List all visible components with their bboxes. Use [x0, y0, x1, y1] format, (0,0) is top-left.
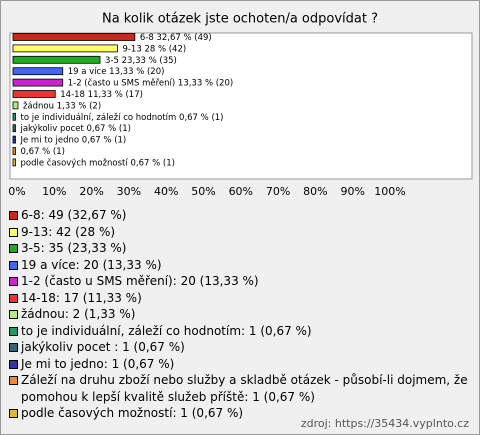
legend-label: 1-2 (často u SMS měření): 20 (13,33 %) — [21, 274, 259, 288]
bar — [12, 112, 16, 121]
x-tick-label: 30% — [117, 185, 141, 198]
legend-swatch — [9, 277, 18, 286]
value-label: 0,67 % (1) — [82, 135, 126, 145]
bar-label: 14-18 11,33 % (17) — [60, 90, 143, 100]
legend-swatch — [9, 343, 18, 352]
legend-item: Záleží na druhu zboží nebo služby a skla… — [9, 372, 469, 405]
bar-label: 6-8 32,67 % (49) — [140, 33, 212, 43]
chart-title: Na kolik otázek jste ochoten/a odpovídat… — [102, 12, 378, 27]
value-label: 0,67 % (1) — [130, 158, 174, 168]
bar-label: jakýkoliv pocet 0,67 % (1) — [19, 124, 130, 134]
bar-label: 3-5 23,33 % (35) — [105, 55, 177, 65]
category-label: 9-13 — [122, 44, 141, 54]
x-tick-label: 60% — [229, 185, 253, 198]
x-tick-label: 80% — [303, 185, 327, 198]
source: zdroj: https://35434.vyplnto.cz — [300, 417, 469, 430]
category-label: Je mi to jedno — [19, 135, 79, 145]
legend-item: to je individuální, záleží co hodnotím: … — [9, 323, 469, 340]
legend-item: 19 a více: 20 (13,33 %) — [9, 257, 469, 274]
x-tick-label: 20% — [79, 185, 103, 198]
value-label: 0,67 % (1) — [20, 147, 64, 157]
legend-item: podle časových možností: 1 (0,67 %) — [9, 405, 469, 422]
value-label: 13,33 % (20) — [109, 67, 164, 77]
value-label: 23,33 % (35) — [122, 55, 177, 65]
bar — [12, 90, 56, 98]
legend-item: 6-8: 49 (32,67 %) — [9, 207, 469, 224]
legend-label: 3-5: 35 (23,33 %) — [21, 241, 127, 255]
bar-label: žádnou 1,33 % (2) — [23, 101, 101, 111]
value-label: 1,33 % (2) — [57, 101, 101, 111]
bar-label: to je individuální, záleží co hodnotím 0… — [20, 112, 223, 122]
legend-item: jakýkoliv pocet : 1 (0,67 %) — [9, 339, 469, 356]
legend-label: to je individuální, záleží co hodnotím: … — [21, 323, 312, 338]
x-tick-label: 0% — [8, 185, 25, 198]
legend-label: 6-8: 49 (32,67 %) — [21, 208, 127, 222]
bar-label: 0,67 % (1) — [20, 147, 64, 157]
legend-swatch — [9, 326, 18, 336]
value-label: 0,67 % (1) — [87, 124, 131, 134]
bar — [12, 135, 16, 144]
legend-label: jakýkoliv pocet : 1 (0,67 %) — [21, 340, 185, 354]
bar-label: 1-2 (často u SMS měření) 13,33 % (20) — [68, 77, 233, 88]
legend-label: 14-18: 17 (11,33 %) — [21, 290, 142, 305]
bar — [12, 147, 16, 155]
x-tick-label: 40% — [154, 185, 178, 198]
bar — [12, 33, 136, 41]
legend-item: 1-2 (často u SMS měření): 20 (13,33 %) — [9, 273, 469, 290]
bar-label: 9-13 28 % (42) — [122, 44, 186, 54]
legend-swatch — [9, 227, 18, 237]
category-label: podle časových možností — [20, 157, 128, 168]
legend-label: žádnou: 2 (1,33 %) — [21, 307, 136, 321]
legend-swatch — [9, 244, 18, 253]
bar — [12, 55, 101, 64]
category-label: 1-2 (často u SMS měření) — [68, 77, 175, 88]
bar — [12, 101, 19, 110]
value-label: 28 % (42) — [144, 44, 186, 54]
legend-item: 14-18: 17 (11,33 %) — [9, 290, 469, 307]
bar — [12, 158, 16, 167]
bar-label: Je mi to jedno 0,67 % (1) — [19, 135, 126, 145]
legend-item: 9-13: 42 (28 %) — [9, 224, 469, 241]
legend-swatch — [9, 359, 18, 369]
legend-swatch — [9, 211, 18, 220]
category-label: to je individuální, záleží co hodnotím — [20, 112, 176, 122]
category-label: jakýkoliv pocet — [19, 124, 84, 134]
value-label: 11,33 % (17) — [88, 90, 143, 100]
bar — [12, 124, 16, 133]
legend-label: Záleží na druhu zboží nebo služby a skla… — [21, 373, 468, 404]
legend-swatch — [9, 260, 18, 270]
legend-label: Je mi to jedno: 1 (0,67 %) — [21, 356, 175, 371]
bar — [12, 44, 118, 53]
x-tick-label: 90% — [340, 185, 364, 198]
value-label: 32,67 % (49) — [156, 33, 211, 43]
legend-item: žádnou: 2 (1,33 %) — [9, 306, 469, 323]
bar-label: 19 a více 13,33 % (20) — [68, 67, 165, 77]
chart: Na kolik otázek jste ochoten/a odpovídat… — [8, 12, 473, 198]
category-label: 6-8 — [140, 33, 154, 43]
category-label: 3-5 — [105, 55, 119, 65]
bar — [12, 78, 64, 87]
legend-swatch — [9, 409, 18, 418]
value-label: 0,67 % (1) — [179, 112, 223, 122]
legend-item: Je mi to jedno: 1 (0,67 %) — [9, 356, 469, 373]
legend-item: 3-5: 35 (23,33 %) — [9, 240, 469, 257]
category-label: žádnou — [23, 101, 54, 111]
x-tick-label: 70% — [266, 185, 290, 198]
category-label: 14-18 — [60, 90, 85, 100]
x-tick-label: 100% — [374, 185, 405, 198]
legend-label: podle časových možností: 1 (0,67 %) — [21, 406, 244, 420]
bar — [12, 67, 64, 76]
legend: 6-8: 49 (32,67 %) 9-13: 42 (28 %) 3-5: 35 … — [9, 207, 469, 422]
legend-label: 9-13: 42 (28 %) — [21, 224, 116, 239]
legend-swatch — [9, 376, 18, 385]
legend-label: 19 a více: 20 (13,33 %) — [21, 257, 162, 272]
legend-swatch — [9, 293, 18, 303]
category-label: 19 a více — [68, 67, 107, 77]
x-tick-label: 50% — [191, 185, 215, 198]
bar-label: podle časových možností 0,67 % (1) — [20, 157, 174, 168]
legend-swatch — [9, 310, 18, 319]
x-tick-label: 10% — [42, 185, 66, 198]
value-label: 13,33 % (20) — [178, 78, 233, 88]
